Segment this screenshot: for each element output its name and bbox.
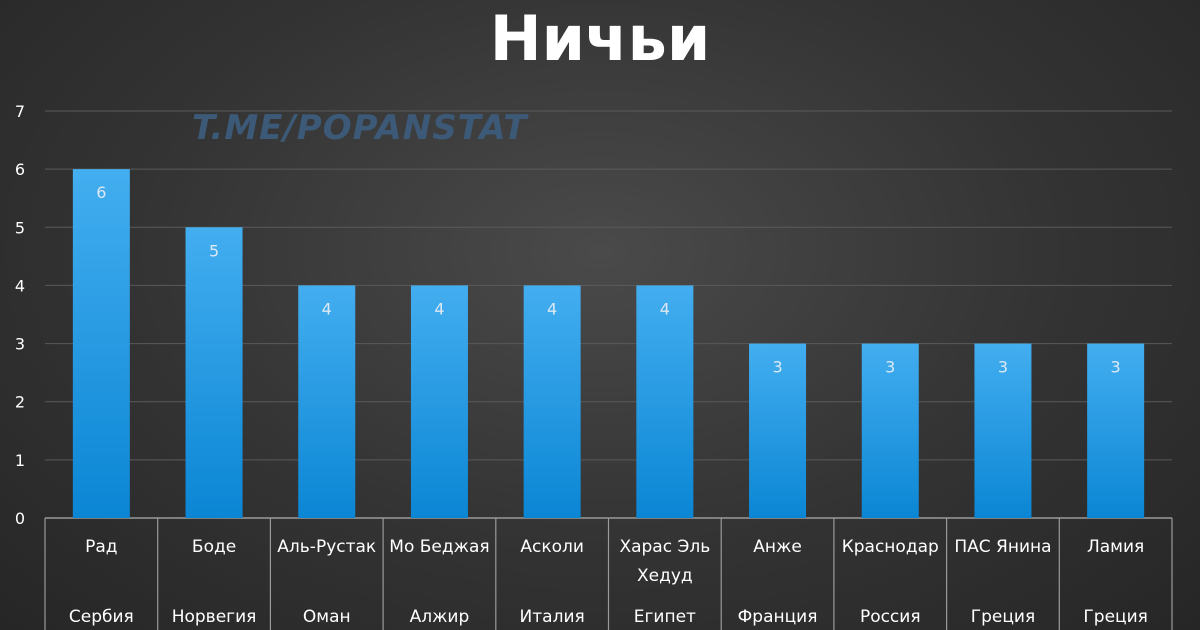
data-label: 3	[1111, 358, 1121, 377]
bar	[298, 285, 356, 518]
bar	[72, 169, 130, 518]
data-label: 4	[322, 299, 332, 318]
category-country-label: Греция	[971, 607, 1035, 627]
data-label: 5	[209, 241, 219, 260]
category-country-label: Норвегия	[172, 607, 257, 627]
data-label: 3	[885, 358, 895, 377]
category-club-label: Хедуд	[637, 566, 693, 586]
category-club-label: Аль-Рустак	[277, 537, 376, 557]
category-club-label: Анже	[753, 537, 802, 557]
y-tick-label: 4	[15, 276, 25, 295]
watermark: T.ME/POPANSTAT	[192, 108, 528, 148]
y-tick-label: 2	[15, 393, 25, 412]
category-club-label: Боде	[192, 537, 236, 557]
category-club-label: Рад	[85, 537, 117, 557]
bar	[636, 285, 694, 518]
category-country-label: Оман	[303, 607, 351, 627]
category-country-label: Греция	[1083, 607, 1147, 627]
bar	[185, 227, 243, 519]
bar	[1087, 343, 1145, 518]
data-label: 3	[772, 358, 782, 377]
category-club-label: Мо Беджая	[389, 537, 489, 557]
bar	[861, 343, 919, 518]
category-club-label: Харас Эль	[619, 537, 710, 557]
chart-title: Ничьи	[489, 2, 711, 75]
bar	[974, 343, 1032, 518]
y-tick-label: 7	[15, 102, 25, 121]
category-country-label: Россия	[860, 607, 921, 627]
category-club-label: Ламия	[1087, 537, 1144, 557]
bar	[749, 343, 807, 518]
y-tick-label: 6	[15, 160, 25, 179]
data-label: 3	[998, 358, 1008, 377]
y-tick-label: 5	[15, 218, 25, 237]
category-club-label: Краснодар	[842, 537, 939, 557]
category-country-label: Египет	[634, 607, 696, 627]
data-label: 6	[96, 183, 106, 202]
data-label: 4	[660, 299, 670, 318]
category-country-label: Алжир	[410, 607, 470, 627]
category-country-label: Италия	[520, 607, 585, 627]
category-country-label: Франция	[738, 607, 818, 627]
data-label: 4	[547, 299, 557, 318]
category-club-label: ПАС Янина	[954, 537, 1051, 557]
y-tick-label: 0	[15, 509, 25, 528]
y-tick-label: 1	[15, 451, 25, 470]
y-tick-label: 3	[15, 335, 25, 354]
data-label: 4	[434, 299, 444, 318]
bar	[410, 285, 468, 518]
bar	[523, 285, 581, 518]
category-club-label: Асколи	[520, 537, 584, 557]
category-country-label: Сербия	[69, 607, 134, 627]
